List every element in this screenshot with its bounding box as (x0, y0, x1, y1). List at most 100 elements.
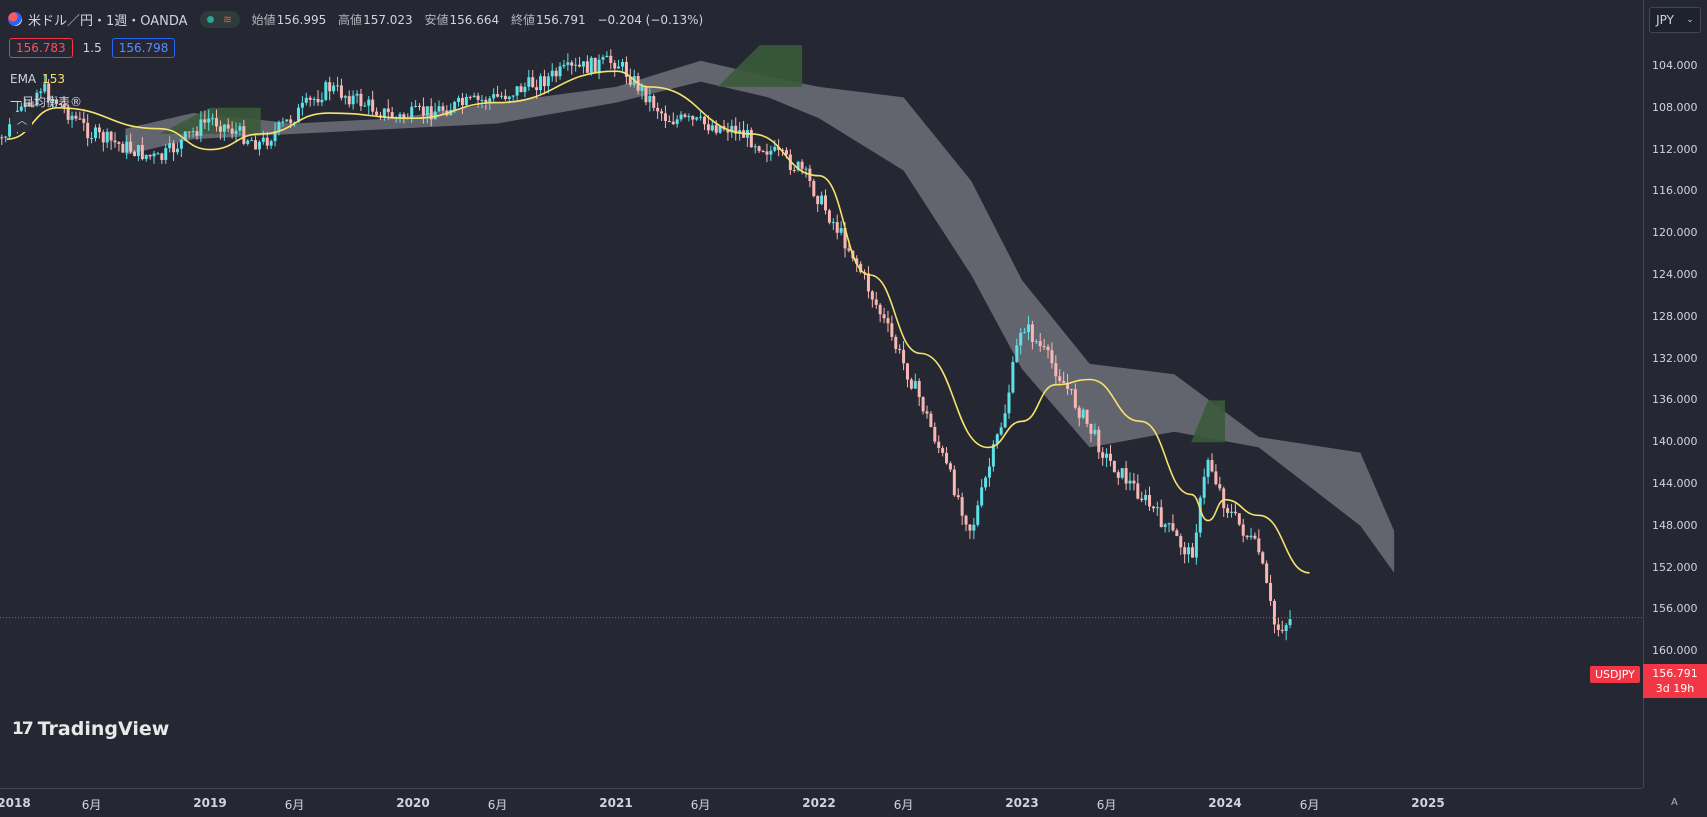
ichimoku-cloud-bull (717, 45, 803, 87)
price-chart-canvas[interactable] (0, 0, 1642, 788)
candle-body (843, 228, 847, 249)
candle-body (1155, 507, 1159, 509)
candle-body (882, 314, 886, 319)
candle-body (1183, 547, 1187, 555)
candle-body (581, 61, 585, 67)
candle-body (663, 113, 667, 121)
candle-body (718, 126, 722, 133)
candle-body (535, 87, 539, 91)
time-tick-label: 2020 (396, 796, 430, 810)
time-axis[interactable] (0, 788, 1642, 817)
candlesticks (0, 49, 1292, 641)
candle-body (542, 76, 546, 87)
candle-body (820, 195, 824, 205)
low-value: 156.664 (449, 12, 500, 27)
candle-body (1171, 523, 1175, 531)
candle-body (1105, 453, 1109, 458)
time-tick-label: 2018 (0, 796, 31, 810)
auto-scale-button[interactable]: A (1671, 797, 1678, 808)
ema-legend-label: EMA (10, 72, 37, 86)
candle-body (621, 61, 625, 67)
candle-body (218, 126, 222, 132)
candle-body (43, 83, 47, 92)
candle-body (476, 95, 480, 100)
close-value: 156.791 (536, 12, 586, 27)
ichimoku-legend[interactable]: 一目均衡表® (10, 93, 82, 110)
candle-body (261, 137, 265, 142)
candle-body (343, 96, 347, 98)
ema-line (6, 70, 1310, 574)
candle-body (1218, 484, 1222, 489)
candle-body (1237, 513, 1241, 525)
candle-body (51, 99, 55, 101)
chart-pane[interactable] (0, 0, 1642, 788)
candle-body (468, 96, 472, 98)
market-open-dot-icon (207, 15, 215, 23)
candle-body (1140, 498, 1144, 501)
candle-body (1069, 388, 1073, 390)
symbol-title[interactable]: 米ドル／円・1週・OANDA (28, 13, 188, 29)
price-axis[interactable] (1643, 0, 1707, 788)
candle-body (937, 441, 941, 449)
time-tick-label: 6月 (81, 798, 102, 812)
candle-body (1011, 361, 1015, 393)
price-tick-label: 128.000 (1652, 309, 1698, 323)
candle-body (991, 444, 995, 467)
sell-button[interactable]: 156.783 (9, 38, 73, 58)
candle-body (1042, 346, 1046, 348)
close-label: 終値 (510, 12, 535, 27)
time-tick-label: 6月 (1096, 798, 1117, 812)
symbol-price-label: USDJPY (1590, 666, 1640, 683)
candle-body (1023, 331, 1027, 333)
candle-body (1062, 381, 1066, 383)
candle-body (339, 85, 343, 98)
candle-body (1089, 423, 1093, 434)
candle-body (878, 304, 882, 315)
candle-body (121, 143, 125, 153)
candle-body (35, 92, 39, 106)
price-tick-label: 120.000 (1652, 226, 1698, 240)
candle-body (230, 128, 234, 134)
candle-body (496, 94, 500, 97)
candle-body (1019, 332, 1023, 346)
spread-value: 1.5 (82, 41, 102, 55)
candle-body (460, 97, 464, 106)
candle-body (437, 106, 441, 112)
candle-body (300, 102, 304, 108)
market-status-pill[interactable]: ≋ (199, 10, 240, 28)
candle-body (1167, 523, 1171, 525)
candle-body (1054, 363, 1058, 377)
candle-body (1179, 536, 1183, 548)
ichimoku-cloud-bull (1191, 400, 1225, 443)
candle-body (441, 106, 445, 111)
candle-body (1108, 453, 1112, 461)
candle-body (242, 126, 246, 144)
candle-body (866, 273, 870, 292)
candle-body (78, 118, 82, 120)
last-price-badge: 156.791 3d 19h (1643, 664, 1707, 698)
candle-body (1038, 341, 1042, 347)
candle-body (367, 99, 371, 106)
candle-body (1210, 460, 1214, 472)
currency-selector[interactable]: JPY ⌄ (1649, 7, 1701, 33)
buy-button[interactable]: 156.798 (111, 38, 176, 58)
candle-body (277, 121, 281, 131)
collapse-legend-button[interactable]: ︿ (12, 112, 32, 132)
candle-body (960, 497, 964, 516)
candle-body (929, 413, 933, 427)
candle-body (1077, 407, 1081, 418)
candle-body (1245, 535, 1249, 538)
candle-body (390, 112, 394, 119)
candle-body (1284, 625, 1288, 631)
candle-body (839, 228, 843, 233)
candle-body (909, 379, 913, 389)
candle-body (257, 141, 261, 150)
candle-body (827, 210, 831, 223)
candle-body (1151, 506, 1155, 509)
candle-body (714, 125, 718, 133)
candle-body (1241, 524, 1245, 536)
candle-body (1093, 429, 1097, 434)
candle-body (1034, 341, 1038, 343)
candle-body (546, 76, 550, 87)
ema-legend[interactable]: EMA 153 (10, 72, 65, 86)
